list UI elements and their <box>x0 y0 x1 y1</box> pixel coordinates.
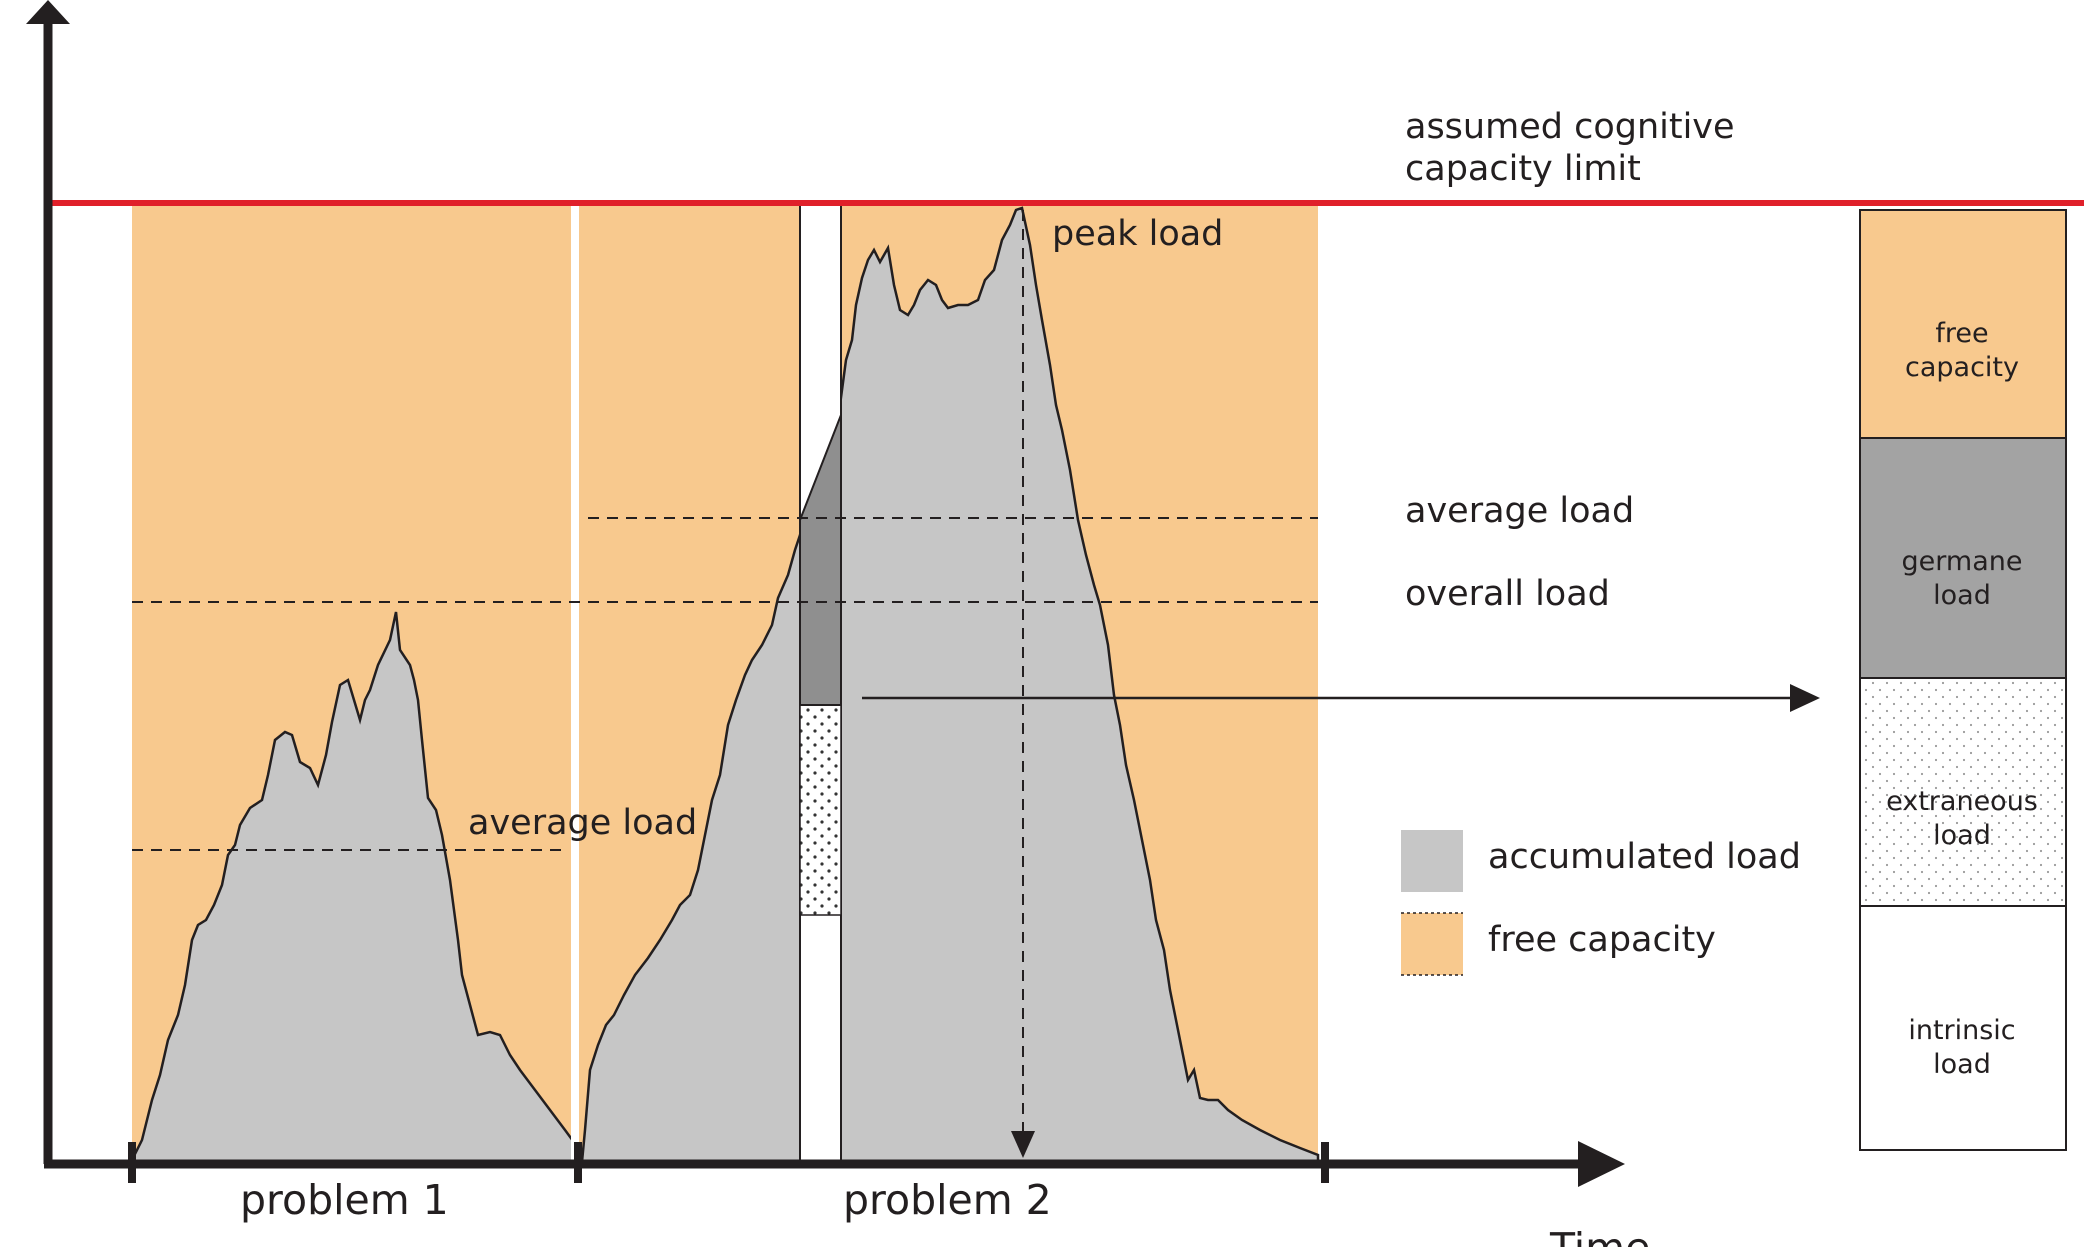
slice-extraneous <box>799 704 842 916</box>
bar-segment-germane-load <box>1859 437 2067 679</box>
x-axis-arrow-head <box>1578 1141 1625 1187</box>
accumulated-load-problem-1 <box>130 611 580 1164</box>
bar-label-germane-load-line-2: load <box>1933 580 1991 611</box>
problem-separator-gap <box>571 205 579 1162</box>
bar-segment-free-capacity <box>1859 209 2067 439</box>
bar-label-extraneous-load-line-2: load <box>1933 820 1991 851</box>
bar-label-free-capacity-line-2: capacity <box>1905 352 2019 383</box>
bar-label-extraneous-load-line-1: extraneous <box>1886 786 2038 817</box>
legend-label-accumulated-load: accumulated load <box>1488 837 1801 877</box>
connector-arrow-head <box>1790 684 1820 712</box>
legend-swatch-accumulated-load <box>1401 830 1463 892</box>
accumulated-load-problem-2 <box>580 206 1320 1164</box>
bar-label-intrinsic-load-line-1: intrinsic <box>1908 1015 2015 1046</box>
y-axis-arrow-head <box>26 0 70 24</box>
bar-label-intrinsic-load-line-2: load <box>1933 1049 1991 1080</box>
peak-load-label: peak load <box>1052 214 1223 254</box>
average-load-label-problem-2: average load <box>1405 491 1634 531</box>
load-composition-bar: free capacity germane load extraneous lo… <box>1859 209 2067 1151</box>
legend-swatch-free-capacity <box>1401 913 1463 975</box>
legend-label-free-capacity: free capacity <box>1488 920 1716 960</box>
time-axis-label: Time <box>1549 1224 1650 1247</box>
problem-2-label: problem 2 <box>843 1176 1052 1224</box>
capacity-limit-label-line-2: capacity limit <box>1405 149 1641 189</box>
problem-1-label: problem 1 <box>240 1176 449 1224</box>
capacity-limit-label-line-1: assumed cognitive <box>1405 107 1735 147</box>
bar-segment-extraneous-load <box>1859 677 2067 907</box>
bar-label-germane-load-line-1: germane <box>1902 546 2023 577</box>
bar-label-free-capacity-line-1: free <box>1935 318 1988 349</box>
bar-segment-intrinsic-load <box>1859 905 2067 1151</box>
average-load-label-problem-1: average load <box>468 803 697 843</box>
slice-germane <box>799 414 842 706</box>
peak-load-arrow-head <box>1011 1131 1035 1158</box>
overall-load-label: overall load <box>1405 574 1610 614</box>
